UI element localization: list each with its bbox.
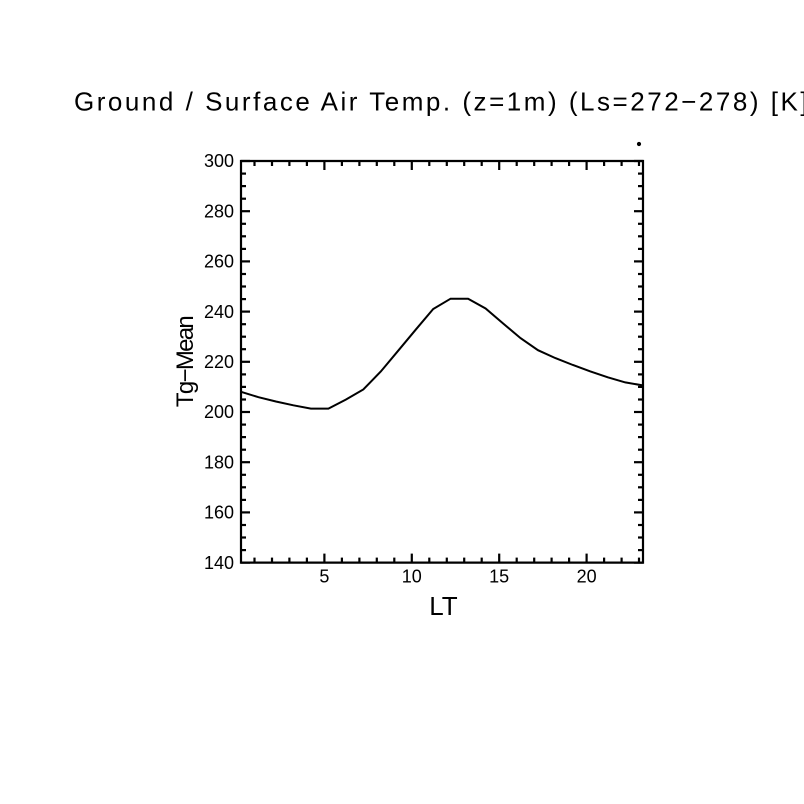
svg-text:180: 180 <box>204 452 234 472</box>
svg-text:15: 15 <box>489 566 509 586</box>
svg-text:160: 160 <box>204 503 234 523</box>
svg-text:280: 280 <box>204 201 234 221</box>
svg-text:5: 5 <box>319 566 329 586</box>
svg-text:220: 220 <box>204 352 234 372</box>
svg-text:Tg−Mean: Tg−Mean <box>172 317 199 408</box>
svg-text:260: 260 <box>204 252 234 272</box>
svg-text:140: 140 <box>204 553 234 573</box>
svg-text:20: 20 <box>577 566 597 586</box>
svg-text:300: 300 <box>204 151 234 171</box>
svg-text:240: 240 <box>204 302 234 322</box>
svg-text:200: 200 <box>204 402 234 422</box>
svg-text:Ground / Surface Air Temp. (z=: Ground / Surface Air Temp. (z=1m) (Ls=27… <box>74 87 804 117</box>
svg-text:LT: LT <box>429 591 458 621</box>
svg-text:10: 10 <box>402 566 422 586</box>
